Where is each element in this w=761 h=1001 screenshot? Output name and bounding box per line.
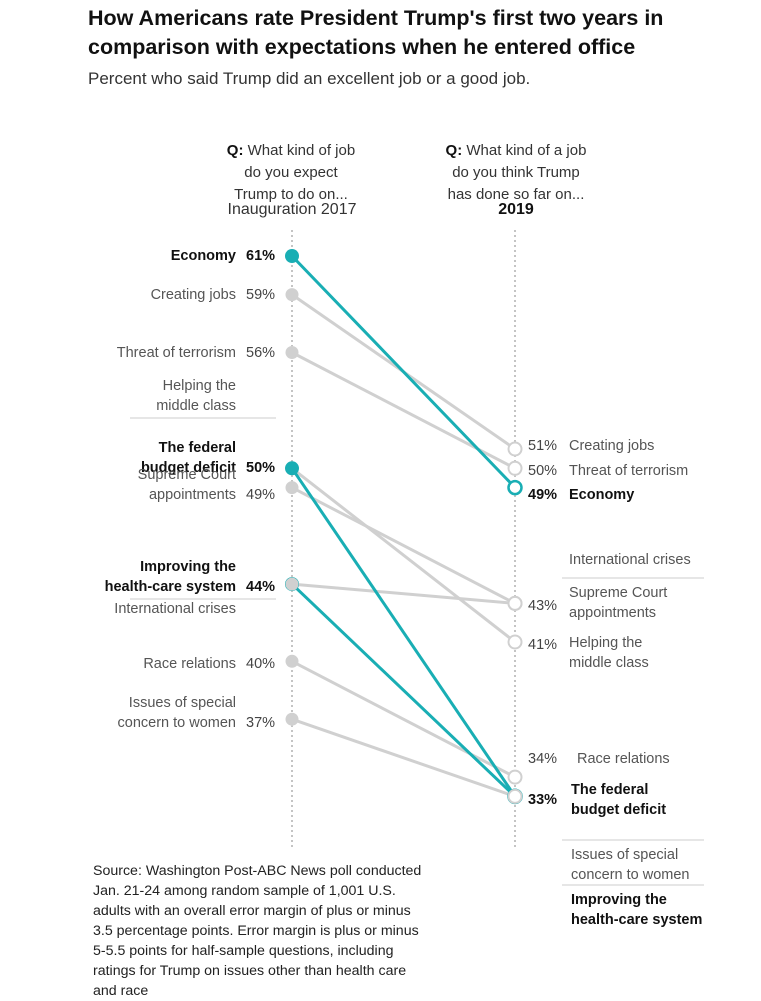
left-label-the-federal-budget-deficit: budget deficit (141, 460, 236, 476)
right-value-helping-the-middle-class: 41% (528, 637, 557, 653)
point-2019-helping-the-middle-class (507, 634, 523, 650)
right-label-the-federal-budget-deficit: budget deficit (571, 802, 666, 818)
left-label-economy: Economy (171, 248, 236, 264)
series-line-the-federal-budget-deficit (290, 467, 517, 798)
series-line-race-relations (291, 659, 516, 779)
point-2019-creating-jobs (507, 441, 523, 457)
point-2019-issues-of-special-concern-to-women (507, 788, 523, 804)
right-label-threat-of-terrorism: Threat of terrorism (569, 463, 688, 479)
right-value-creating-jobs: 51% (528, 438, 557, 454)
right-value-economy: 49% (528, 487, 557, 503)
left-value-threat-of-terrorism: 56% (246, 345, 275, 361)
right-label-issues-of-special-concern-to-women: concern to women (571, 867, 689, 883)
left-value-supreme-court-appointments: 49% (246, 487, 275, 503)
right-label-helping-the-middle-class: middle class (569, 655, 649, 671)
left-label-improving-the-health-care-system: Improving the (140, 559, 236, 575)
right-label-supreme-court-appointments: Supreme Court (569, 585, 667, 601)
left-value-the-federal-budget-deficit: 50% (246, 460, 275, 476)
left-label-helping-the-middle-class: middle class (156, 398, 236, 414)
left-label-international-crises: International crises (114, 601, 236, 617)
left-question-prefix: Q: (226, 142, 244, 159)
right-label-supreme-court-appointments: appointments (569, 605, 656, 621)
right-value-race-relations: 34% (528, 751, 557, 767)
right-value-threat-of-terrorism: 50% (528, 463, 557, 479)
right-column-label: 2019 (498, 201, 534, 218)
left-question: Q: What kind of job do you expect Trump … (196, 118, 386, 206)
left-value-creating-jobs: 59% (246, 287, 275, 303)
point-2017-issues-of-special-concern-to-women (285, 712, 299, 726)
series-line-helping-the-middle-class (291, 467, 516, 644)
series-line-economy (290, 254, 517, 489)
right-question-prefix: Q: (445, 142, 463, 159)
point-2017-the-federal-budget-deficit (285, 461, 299, 476)
left-label-race-relations: Race relations (143, 656, 236, 672)
point-2017-threat-of-terrorism (285, 346, 299, 359)
right-label-creating-jobs: Creating jobs (569, 438, 654, 454)
chart-title: How Americans rate President Trump's fir… (88, 6, 664, 59)
right-label-race-relations: Race relations (577, 751, 670, 767)
left-label-helping-the-middle-class: Helping the (163, 378, 236, 394)
right-label-improving-the-health-care-system: Improving the (571, 892, 667, 908)
right-label-issues-of-special-concern-to-women: Issues of special (571, 847, 678, 863)
point-2017-supreme-court-appointments (285, 481, 299, 495)
left-label-supreme-court-appointments: appointments (149, 487, 236, 503)
left-question-text: What kind of job do you expect Trump to … (234, 142, 356, 203)
right-label-the-federal-budget-deficit: The federal (571, 782, 648, 798)
point-2019-threat-of-terrorism (507, 460, 523, 476)
right-value-the-federal-budget-deficit: 33% (528, 792, 557, 808)
right-label-improving-the-health-care-system: health-care system (571, 912, 702, 928)
left-label-improving-the-health-care-system: health-care system (105, 579, 236, 595)
left-value-race-relations: 40% (246, 656, 275, 672)
right-value-supreme-court-appointments: 43% (528, 598, 557, 614)
right-label-helping-the-middle-class: Helping the (569, 635, 642, 651)
point-2017-economy (285, 249, 299, 263)
series-line-issues-of-special-concern-to-women (291, 717, 516, 798)
point-2019-international-crises (507, 595, 523, 611)
right-label-international-crises: International crises (569, 552, 691, 568)
series-line-improving-the-health-care-system (290, 583, 517, 798)
left-label-supreme-court-appointments: Supreme Court (138, 467, 236, 483)
right-question: Q: What kind of a job do you think Trump… (416, 118, 616, 206)
point-2019-economy (507, 479, 523, 496)
point-2017-international-crises (285, 577, 299, 591)
left-value-improving-the-health-care-system: 44% (246, 579, 275, 595)
right-question-text: What kind of a job do you think Trump ha… (447, 142, 587, 203)
point-2017-race-relations (285, 654, 299, 668)
left-label-issues-of-special-concern-to-women: Issues of special (129, 695, 236, 711)
point-2019-race-relations (507, 769, 523, 785)
point-2017-creating-jobs (285, 288, 299, 302)
source-note: Source: Washington Post-ABC News poll co… (93, 863, 422, 999)
left-value-economy: 61% (246, 248, 275, 264)
left-value-issues-of-special-concern-to-women: 37% (246, 715, 275, 731)
left-label-threat-of-terrorism: Threat of terrorism (117, 345, 236, 361)
chart-subtitle: Percent who said Trump did an excellent … (88, 69, 531, 88)
left-label-issues-of-special-concern-to-women: concern to women (118, 715, 236, 731)
left-label-the-federal-budget-deficit: The federal (159, 440, 236, 456)
left-label-creating-jobs: Creating jobs (151, 287, 236, 303)
right-label-economy: Economy (569, 487, 634, 503)
left-column-label: Inauguration 2017 (227, 201, 357, 218)
series-line-international-crises (291, 582, 516, 605)
series-line-supreme-court-appointments (291, 486, 516, 605)
